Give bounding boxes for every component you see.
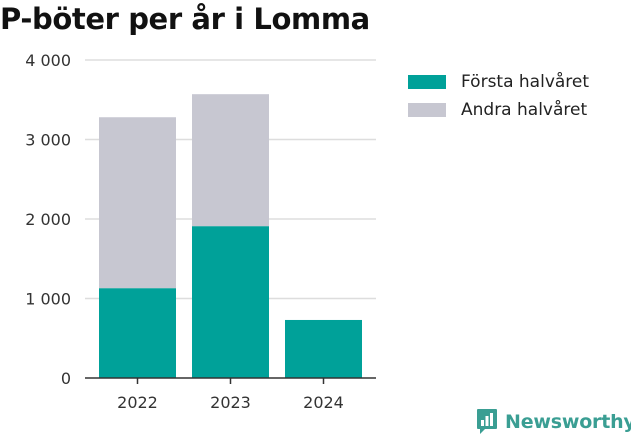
chart-title: P-böter per år i Lomma <box>0 2 370 36</box>
legend-swatch-first-half <box>408 75 446 89</box>
bar-first-half-2023 <box>192 226 269 378</box>
brand-logo: Newsworthy <box>476 408 631 436</box>
y-tick-label: 0 <box>61 369 71 388</box>
y-tick-label: 2 000 <box>25 210 71 229</box>
legend-item-first-half: Första halvåret <box>408 68 589 96</box>
y-axis-tick-labels: 0 1 000 2 000 3 000 4 000 <box>25 51 71 388</box>
legend-label-second-half: Andra halvåret <box>461 100 588 120</box>
x-axis-tick-labels: 2022 2023 2024 <box>117 378 344 412</box>
y-tick-label: 3 000 <box>25 131 71 150</box>
bar-second-half-2022 <box>99 117 176 289</box>
bar-first-half-2022 <box>99 288 176 378</box>
x-tick-label-2022: 2022 <box>117 393 158 412</box>
y-tick-label: 1 000 <box>25 290 71 309</box>
legend-label-first-half: Första halvåret <box>461 72 590 92</box>
x-tick-label-2023: 2023 <box>210 393 251 412</box>
legend-item-second-half: Andra halvåret <box>408 96 589 124</box>
newsworthy-logo-icon <box>477 409 497 434</box>
bar-first-half-2024 <box>285 319 362 378</box>
y-tick-label: 4 000 <box>25 51 71 70</box>
legend-swatch-second-half <box>408 103 446 117</box>
x-tick-label-2024: 2024 <box>303 393 344 412</box>
brand-name: Newsworthy <box>505 411 631 433</box>
bars <box>99 94 362 378</box>
bar-second-half-2023 <box>192 94 269 227</box>
legend: Första halvåret Andra halvåret <box>408 68 589 124</box>
